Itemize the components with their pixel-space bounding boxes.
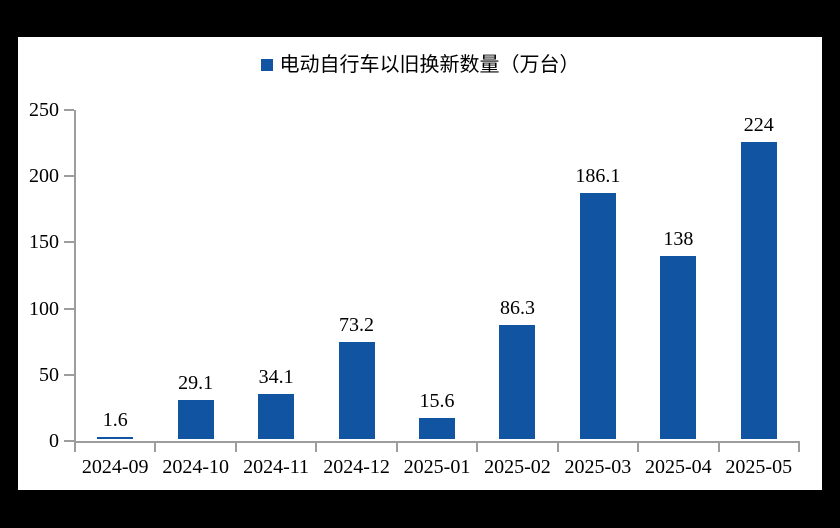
y-axis-label: 100: [29, 297, 59, 320]
y-axis-tick: [64, 440, 74, 442]
x-axis-label: 2024-10: [162, 456, 229, 478]
bar: [499, 324, 536, 439]
bar: [338, 342, 375, 439]
y-axis-label: 0: [49, 430, 59, 452]
bar: [579, 192, 616, 439]
x-axis-label: 2025-04: [644, 456, 712, 478]
y-axis-label: 150: [29, 231, 59, 254]
legend: 电动自行车以旧换新数量（万台）: [18, 53, 822, 77]
bar-value-label: 1.6: [102, 408, 128, 431]
bar-value-label: 224: [743, 114, 774, 137]
plot-area: 0 50 100 150 200 250 1.6 2024-09 29.1 2024-10 34.…: [29, 99, 800, 478]
x-axis-tick: [717, 443, 720, 452]
y-axis-label: 50: [39, 363, 59, 386]
bar-value-label: 73.2: [339, 314, 375, 337]
y-axis-tick: [64, 175, 74, 178]
legend-marker-icon: [260, 59, 273, 71]
x-axis-tick: [637, 443, 640, 452]
bar: [740, 142, 777, 439]
x-axis-tick: [154, 443, 157, 452]
chart-panel: 电动自行车以旧换新数量（万台） 0 50 100 150 200 250 1.6 2024-…: [18, 37, 822, 490]
x-axis-tick: [74, 443, 76, 452]
y-axis-tick: [64, 307, 74, 310]
x-axis-label: 2024-11: [243, 456, 310, 478]
x-axis-tick: [476, 443, 479, 452]
x-axis: [74, 441, 800, 443]
x-axis-label: 2025-05: [725, 456, 793, 478]
bar-value-label: 186.1: [575, 164, 621, 187]
x-axis-label: 2025-03: [564, 456, 632, 478]
x-axis-tick: [234, 443, 237, 452]
y-axis-tick: [64, 373, 74, 376]
x-axis-tick: [556, 443, 559, 452]
x-axis-label: 2025-02: [484, 456, 551, 478]
y-axis-tick: [64, 241, 74, 244]
x-axis-label: 2025-01: [403, 456, 471, 478]
bar: [660, 256, 697, 439]
bar: [97, 436, 134, 439]
bar-value-label: 29.1: [178, 372, 214, 395]
x-axis-tick: [315, 443, 318, 452]
bar-value-label: 138: [663, 228, 694, 251]
y-axis: [74, 110, 76, 443]
bar: [419, 418, 455, 439]
x-axis-tick: [798, 443, 800, 452]
x-axis-label: 2024-09: [81, 456, 149, 478]
x-axis-label: 2024-12: [323, 456, 390, 478]
bar-value-label: 15.6: [419, 390, 455, 413]
y-axis-tick: [64, 109, 74, 111]
x-axis-tick: [395, 443, 398, 452]
legend-label: 电动自行车以旧换新数量（万台）: [279, 54, 580, 76]
bar-value-label: 86.3: [499, 296, 535, 319]
bar: [177, 400, 214, 439]
bar: [258, 393, 295, 439]
y-axis-label: 250: [29, 99, 59, 121]
y-axis-label: 200: [29, 165, 59, 188]
bar-value-label: 34.1: [258, 365, 294, 388]
